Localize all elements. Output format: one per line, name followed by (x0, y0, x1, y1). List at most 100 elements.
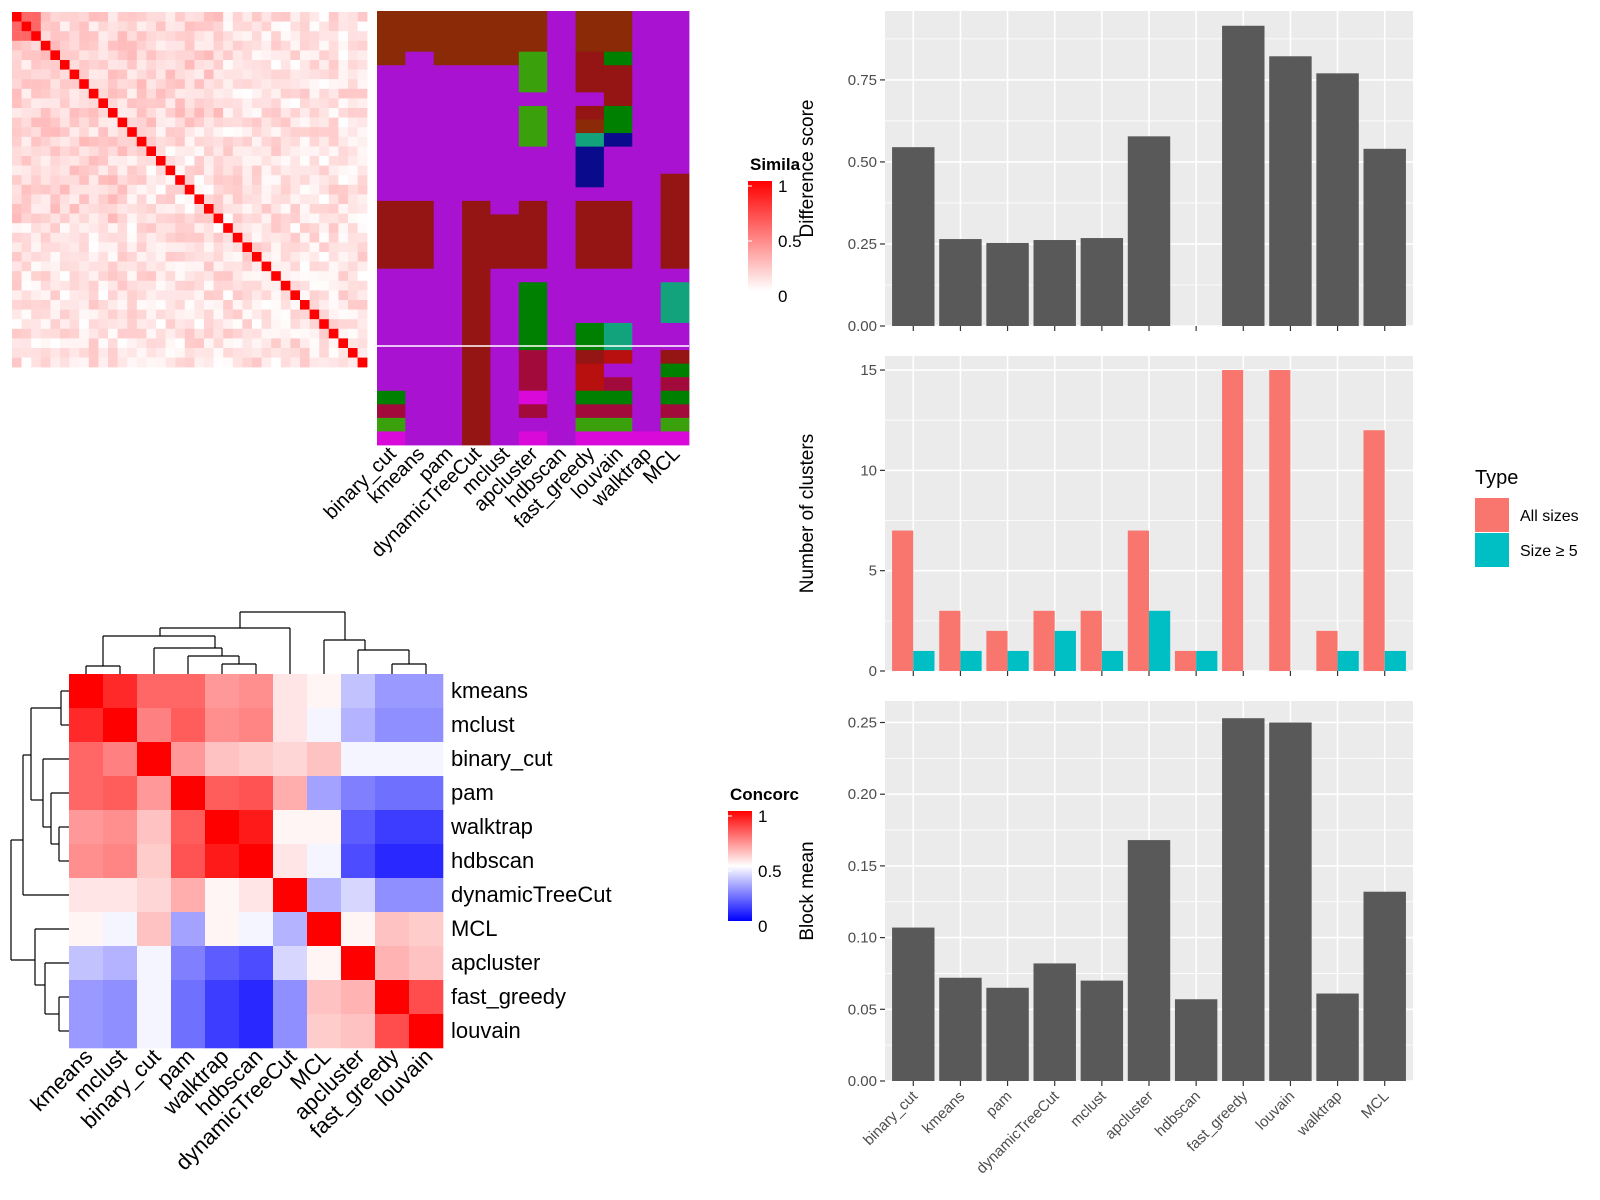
similarity-cell (175, 280, 185, 291)
similarity-cell (357, 79, 368, 89)
similarity-cell (156, 50, 166, 61)
similarity-cell (21, 213, 32, 224)
similarity-cell (156, 184, 166, 195)
similarity-cell (31, 232, 41, 243)
concordance-cell (69, 810, 104, 845)
membership-cell (462, 133, 491, 148)
similarity-cell (328, 261, 339, 272)
concordance-cell (103, 1014, 138, 1049)
similarity-cell (252, 213, 262, 224)
similarity-cell (40, 60, 51, 70)
similarity-cell (156, 146, 166, 157)
membership-cell (575, 363, 605, 378)
similarity-cell (136, 31, 147, 41)
concordance-cell (341, 1014, 376, 1049)
similarity-cell (146, 108, 157, 118)
concordance-cell (375, 980, 410, 1015)
membership-cell (490, 200, 520, 215)
similarity-cell (204, 319, 214, 329)
membership-cell (575, 268, 605, 283)
similarity-cell (348, 40, 358, 51)
similarity-cell (232, 136, 243, 147)
bar (986, 987, 1029, 1081)
similarity-cell (146, 12, 157, 22)
similarity-cell (300, 127, 310, 137)
similarity-cell (204, 79, 214, 89)
similarity-cell (108, 213, 118, 224)
similarity-cell (280, 79, 291, 89)
membership-cell (547, 404, 576, 419)
similarity-cell (338, 252, 349, 262)
membership-cell (660, 11, 690, 25)
y-tick-label: 0.10 (848, 930, 877, 947)
similarity-cell (290, 175, 301, 185)
concordance-cell (171, 912, 206, 947)
similarity-cell (40, 223, 51, 233)
concordance-cell (375, 844, 410, 879)
similarity-cell (271, 194, 281, 205)
similarity-cell (69, 252, 80, 262)
similarity-cell (108, 194, 118, 205)
similarity-cell (156, 117, 166, 128)
y-axis-title: Difference score (797, 100, 818, 238)
similarity-cell (184, 12, 195, 22)
similarity-cell (213, 12, 224, 22)
concordance-cell (239, 1014, 274, 1049)
similarity-cell (328, 108, 339, 118)
similarity-cell (69, 79, 80, 89)
similarity-cell (232, 79, 243, 89)
similarity-cell (165, 136, 176, 147)
similarity-cell (290, 127, 301, 137)
concordance-cell (273, 878, 308, 913)
similarity-cell (261, 194, 272, 205)
similarity-cell (21, 223, 32, 233)
membership-cell (632, 200, 662, 215)
similarity-cell (79, 79, 89, 89)
similarity-cell (252, 156, 262, 166)
similarity-cell (50, 50, 61, 61)
similarity-cell (98, 204, 109, 214)
similarity-cell (136, 348, 147, 358)
similarity-cell (300, 232, 310, 243)
similarity-cell (136, 242, 147, 253)
membership-cell (632, 377, 662, 392)
similarity-cell (136, 175, 147, 185)
concordance-cell (375, 776, 410, 811)
membership-cell (518, 200, 548, 215)
similarity-cell (98, 280, 109, 291)
similarity-cell (21, 290, 32, 301)
similarity-cell (12, 357, 22, 368)
similarity-cell (223, 146, 233, 157)
concordance-legend-title: Concorc (730, 785, 799, 804)
similarity-cell (156, 204, 166, 214)
membership-cell (660, 350, 690, 365)
membership-cell (632, 336, 662, 351)
similarity-cell (213, 146, 224, 157)
similarity-cell (261, 69, 272, 80)
similarity-cell (98, 117, 109, 128)
similarity-cell (194, 290, 205, 301)
membership-cell (575, 146, 605, 161)
similarity-cell (204, 232, 214, 243)
similarity-cell (50, 309, 61, 320)
membership-cell (632, 295, 662, 310)
similarity-cell (252, 40, 262, 51)
similarity-cell (300, 21, 310, 32)
membership-cell (547, 295, 576, 310)
similarity-cell (31, 357, 41, 368)
bar (892, 927, 935, 1081)
similarity-cell (12, 223, 22, 233)
membership-cell (377, 350, 406, 365)
similarity-cell (127, 252, 137, 262)
membership-cell (603, 282, 633, 297)
similarity-cell (309, 136, 320, 147)
membership-cell (462, 78, 491, 93)
similarity-cell (184, 300, 195, 310)
similarity-cell (290, 300, 301, 310)
similarity-cell (252, 204, 262, 214)
similarity-cell (213, 194, 224, 205)
membership-cell (405, 160, 435, 175)
similarity-cell (309, 117, 320, 128)
similarity-cell (136, 60, 147, 70)
membership-cell (405, 255, 435, 270)
